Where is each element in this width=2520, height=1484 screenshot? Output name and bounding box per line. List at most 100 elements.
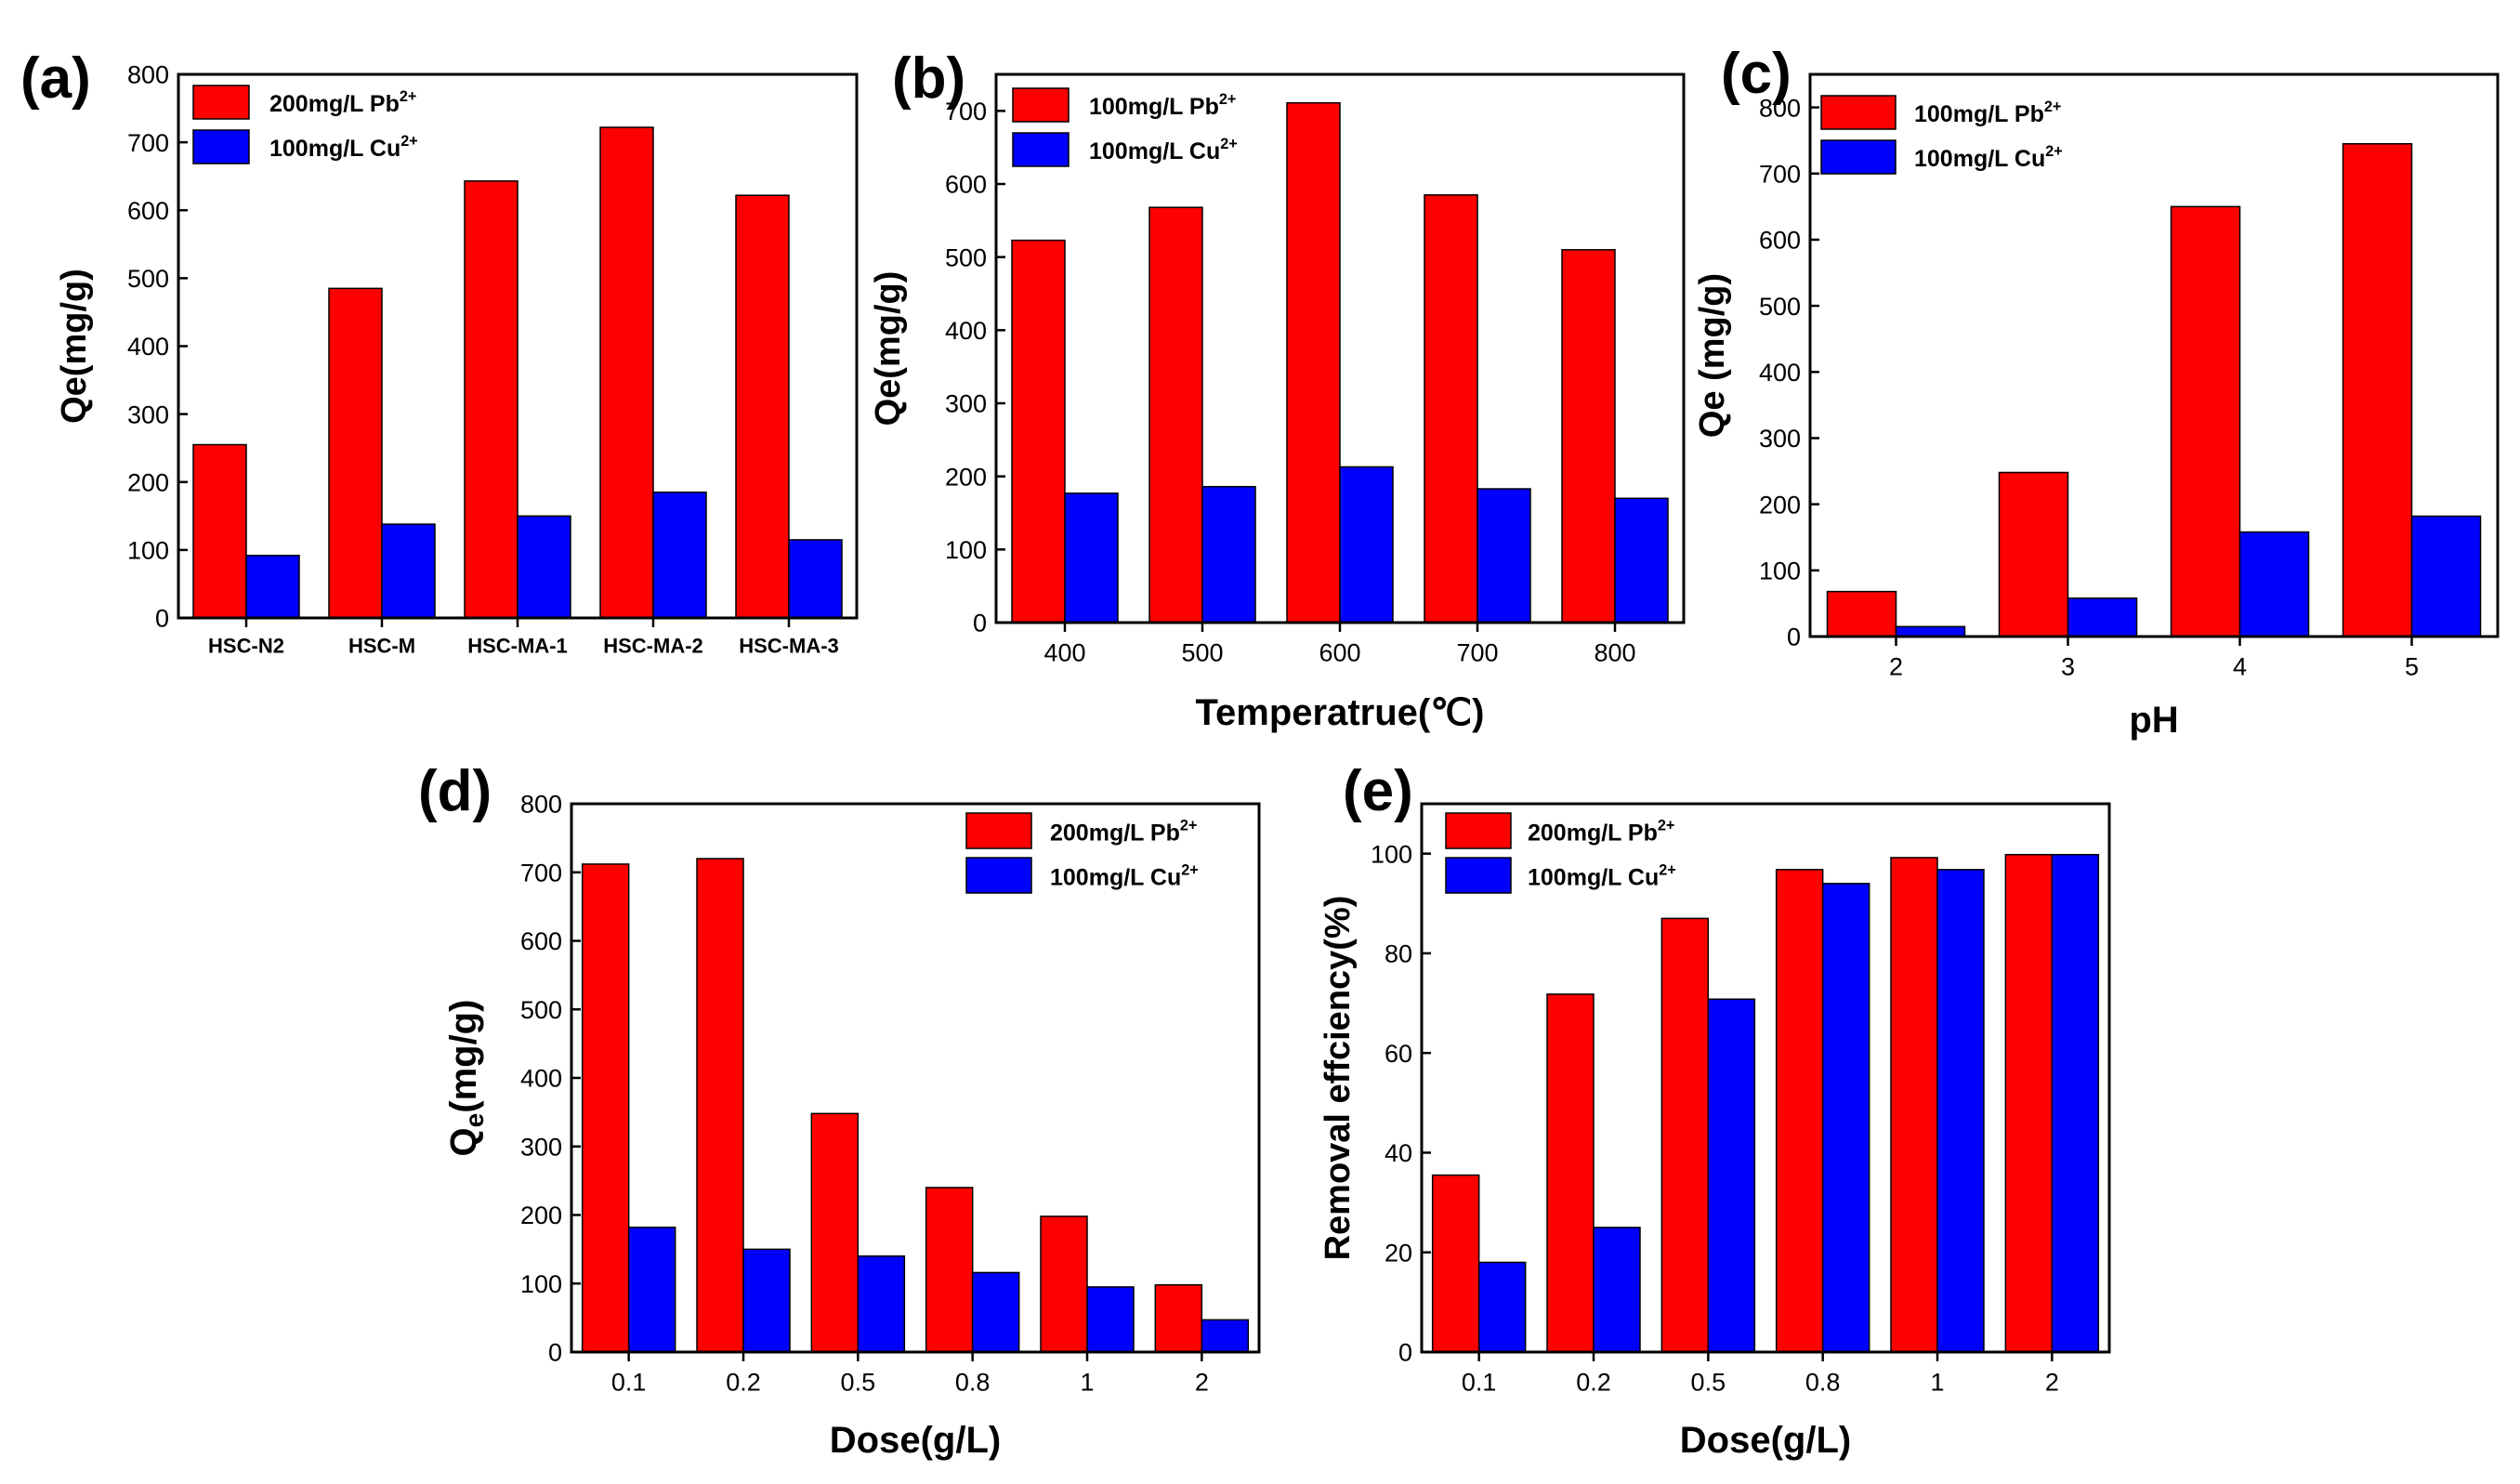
chart-panel-b: 0 100 200 300 400 500 600 700 400 500 600 700 800 Qe(…	[869, 46, 1686, 733]
y-tick-label: 100	[520, 1270, 562, 1298]
bar-a-cu-2	[517, 515, 571, 619]
bar-b-pb-1	[1148, 206, 1203, 624]
bar-e-cu-2	[1707, 998, 1756, 1353]
legend-label: 100mg/L Pb2+	[1089, 91, 1236, 120]
y-tick-label: 400	[520, 1065, 562, 1093]
x-tick-label: 0.1	[1462, 1369, 1497, 1397]
bar-d-pb-4	[1040, 1215, 1088, 1353]
x-tick-label: 0.5	[1691, 1369, 1726, 1397]
bar-d-cu-3	[971, 1271, 1020, 1353]
y-tick-label: 0	[1787, 624, 1801, 651]
bar-d-cu-0	[627, 1227, 676, 1353]
bar-d-cu-2	[857, 1255, 906, 1353]
x-axis-label: Dose(g/L)	[1680, 1420, 1851, 1461]
y-axis-label: Qe (mg/g)	[1693, 273, 1732, 438]
y-tick-label: 400	[127, 333, 169, 361]
y-tick-label: 200	[520, 1202, 562, 1229]
legend-swatch	[965, 812, 1032, 849]
x-axis-label: Temperatrue(℃)	[1196, 692, 1485, 733]
y-axis-label: Qe(mg/g)	[443, 1000, 489, 1157]
bar-c-pb-2	[2170, 205, 2241, 637]
bar-a-cu-0	[245, 554, 300, 619]
y-tick-label: 500	[127, 265, 169, 293]
y-axis-label: Qe(mg/g)	[55, 269, 94, 424]
x-tick-label: 400	[1043, 639, 1085, 667]
legend-swatch	[192, 129, 250, 164]
x-tick-label: 0.2	[1576, 1369, 1611, 1397]
bar-a-pb-4	[735, 194, 790, 619]
y-tick-label: 500	[945, 243, 987, 271]
legend-label: 200mg/L Pb2+	[1050, 818, 1197, 847]
legend-swatch	[965, 857, 1032, 894]
bar-a-cu-1	[381, 523, 436, 619]
chart-panel-a: 0 100 200 300 400 500 600 700 800 HSC-N2 HSC-M HSC-…	[20, 46, 859, 658]
x-tick-label: HSC-M	[348, 635, 415, 658]
legend-label: 100mg/L Cu2+	[1050, 862, 1199, 891]
y-axis-label: Removal effciency(%)	[1319, 896, 1358, 1261]
x-tick-label: 0.2	[726, 1369, 761, 1397]
bar-e-cu-0	[1477, 1261, 1527, 1353]
bar-b-pb-4	[1561, 249, 1616, 624]
x-tick-label: 0.8	[1805, 1369, 1841, 1397]
bar-e-pb-4	[1890, 857, 1938, 1353]
bar-e-cu-5	[2051, 853, 2100, 1353]
x-axis-label: pH	[2129, 700, 2178, 741]
legend-swatch	[1012, 132, 1070, 167]
chart-panel-d: 0 100 200 300 400 500 600 700 800 0.1 0.2 0.5 0.8 1 2 Q…	[418, 759, 1261, 1461]
y-tick-label: 700	[1759, 160, 1801, 188]
panel-label: (c)	[1721, 42, 1792, 106]
chart-panel-c: 0 100 200 300 400 500 600 700 800 2 3 4 5 Qe (mg/g) pH…	[1693, 42, 2500, 741]
y-tick-label: 700	[520, 859, 562, 886]
bar-d-pb-3	[925, 1187, 974, 1353]
legend-label: 100mg/L Pb2+	[1914, 98, 2061, 127]
y-tick-label: 600	[1759, 227, 1801, 255]
x-tick-label: 500	[1181, 639, 1223, 667]
y-tick-label: 80	[1385, 940, 1412, 968]
y-tick-label: 600	[520, 927, 562, 955]
bar-e-cu-4	[1936, 869, 1985, 1353]
bar-d-pb-5	[1154, 1283, 1203, 1353]
bar-b-pb-2	[1286, 101, 1341, 624]
y-tick-label: 800	[520, 791, 562, 819]
y-tick-label: 200	[1759, 491, 1801, 519]
bar-e-cu-1	[1593, 1227, 1641, 1353]
y-tick-label: 300	[1759, 425, 1801, 453]
y-tick-label: 600	[945, 171, 987, 199]
bar-d-cu-4	[1086, 1286, 1135, 1353]
bar-d-pb-1	[696, 858, 744, 1353]
y-tick-label: 0	[548, 1339, 562, 1367]
y-tick-label: 300	[945, 390, 987, 418]
x-tick-label: HSC-N2	[208, 635, 284, 658]
legend-label: 200mg/L Pb2+	[269, 88, 416, 117]
legend-label: 100mg/L Cu2+	[1528, 862, 1676, 891]
x-tick-label: 1	[1930, 1369, 1944, 1397]
bar-b-cu-3	[1477, 488, 1531, 624]
x-tick-label: 2	[2045, 1369, 2059, 1397]
bar-a-cu-4	[788, 539, 843, 619]
bar-b-cu-4	[1614, 497, 1669, 624]
y-tick-label: 100	[945, 536, 987, 564]
y-tick-label: 300	[127, 401, 169, 428]
x-tick-label: HSC-MA-3	[739, 635, 839, 658]
legend-label: 100mg/L Cu2+	[269, 133, 418, 162]
y-tick-label: 800	[1759, 94, 1801, 122]
bar-b-cu-1	[1201, 485, 1256, 624]
bar-d-cu-5	[1201, 1319, 1250, 1353]
x-tick-label: 3	[2061, 653, 2075, 681]
bar-a-pb-3	[599, 126, 654, 619]
legend-label: 200mg/L Pb2+	[1528, 818, 1674, 847]
chart-panel-e: 0 20 40 60 80 100 0.1 0.2 0.5 0.8 1 2 Removal effcie…	[1319, 759, 2111, 1461]
panel-label: (b)	[892, 46, 965, 111]
panel-label: (d)	[418, 759, 492, 823]
y-tick-label: 0	[155, 605, 169, 633]
x-tick-label: 0.8	[955, 1369, 991, 1397]
legend-swatch	[1820, 95, 1897, 130]
bar-c-cu-3	[2410, 515, 2482, 637]
y-tick-label: 40	[1385, 1139, 1412, 1167]
y-tick-label: 500	[1759, 293, 1801, 321]
x-tick-label: 5	[2405, 653, 2419, 681]
x-tick-label: HSC-MA-2	[603, 635, 703, 658]
y-tick-label: 800	[127, 61, 169, 89]
bar-b-cu-2	[1339, 466, 1394, 624]
